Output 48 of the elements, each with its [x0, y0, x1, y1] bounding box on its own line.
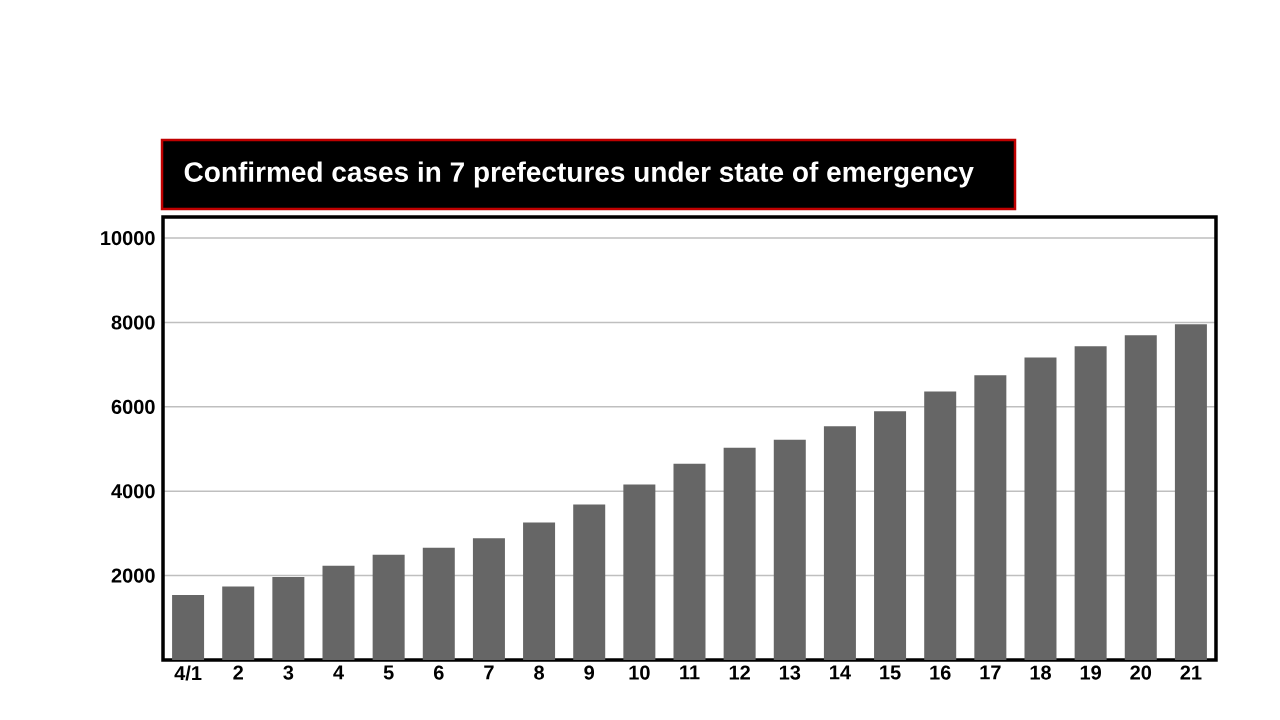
bar: [222, 586, 255, 660]
x-tick-label: 21: [1180, 665, 1202, 680]
x-tick-label: 5: [383, 665, 394, 680]
bar: [523, 522, 556, 660]
y-tick-label: 8000: [111, 315, 155, 330]
bar: [874, 411, 907, 660]
x-tick-label: 9: [584, 665, 595, 680]
bar: [924, 391, 957, 660]
bar: [422, 547, 455, 660]
x-tick-label: 7: [484, 665, 494, 680]
x-tick-label: 16: [930, 665, 951, 680]
x-tick-label: 4: [333, 665, 344, 680]
y-tick-label: 2000: [111, 568, 155, 583]
bar: [974, 375, 1007, 660]
bar: [573, 504, 606, 660]
bar: [1024, 357, 1057, 660]
x-tick-label: 4/1: [174, 665, 202, 681]
bar: [322, 565, 355, 660]
bar: [1174, 324, 1207, 660]
chart-title: Confirmed cases in 7 prefectures under state of emergency: [184, 161, 974, 188]
y-tick-label: 4000: [111, 484, 155, 499]
x-tick-label: 14: [830, 665, 851, 680]
x-tick-label: 13: [779, 665, 801, 680]
bar: [272, 576, 305, 660]
x-tick-label: 11: [680, 665, 700, 680]
x-tick-label: 6: [433, 665, 444, 680]
x-tick-label: 15: [880, 665, 901, 680]
bar: [472, 538, 505, 660]
bar: [823, 426, 856, 660]
bar: [1124, 335, 1157, 660]
x-tick-label: 2: [233, 665, 243, 680]
bar: [773, 439, 806, 660]
x-tick-label: 12: [729, 665, 750, 680]
y-tick-label: 6000: [111, 399, 155, 414]
x-tick-label: 10: [629, 665, 650, 680]
x-tick-label: 20: [1130, 665, 1152, 680]
bar: [723, 447, 756, 660]
bar: [673, 463, 706, 660]
bar: [623, 484, 656, 660]
bar: [372, 554, 405, 660]
x-tick-label: 8: [534, 665, 545, 680]
bar: [1074, 346, 1107, 660]
bar: [172, 595, 205, 660]
x-tick-label: 3: [283, 665, 294, 680]
x-tick-label: 18: [1030, 665, 1051, 680]
x-tick-label: 19: [1080, 665, 1102, 680]
x-tick-label: 17: [980, 665, 1001, 680]
y-tick-label: 10000: [101, 231, 155, 246]
